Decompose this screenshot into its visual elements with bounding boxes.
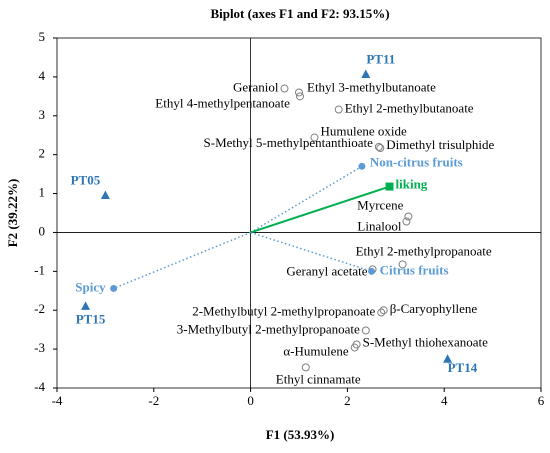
y-tick-label: 4: [39, 68, 46, 83]
vector-line: [113, 231, 251, 290]
variable-point: [280, 84, 289, 93]
point-label: PT14: [448, 360, 478, 375]
variable-point: [361, 326, 370, 335]
variable-point: [295, 88, 303, 97]
point-label: 2-Methylbutyl 2-methylpropanoate: [192, 304, 375, 319]
sample-point: [100, 190, 110, 199]
point-label: Dimethyl trisulphide: [386, 137, 494, 152]
variable-point: [398, 260, 407, 269]
variable-point: [402, 217, 411, 226]
point-label: Citrus fruits: [380, 262, 449, 277]
point-label: α-Humulene: [283, 344, 349, 359]
variable-point: [376, 144, 385, 153]
x-tick-label: 4: [441, 393, 448, 408]
point-label: Geranyl acetate: [286, 263, 367, 278]
x-tick-label: 6: [538, 393, 545, 408]
point-label: Geraniol: [233, 80, 279, 95]
variable-point: [377, 308, 386, 317]
y-tick-label: 1: [39, 185, 46, 200]
point-label: S-Methyl thiohexanoate: [363, 334, 489, 349]
sample-point: [361, 69, 371, 79]
point-label: PT05: [71, 172, 101, 187]
sample-point: [81, 301, 91, 310]
variable-point: [374, 142, 383, 151]
y-tick-label: -4: [34, 379, 45, 394]
point-label: Ethyl 3-methylbutanoate: [307, 79, 436, 94]
y-tick-label: -2: [34, 301, 45, 316]
variable-point: [352, 340, 361, 349]
point-label: Ethyl 4-methylpentanoate: [155, 95, 290, 110]
variable-point: [301, 363, 310, 372]
y-tick-label: -3: [34, 340, 45, 355]
point-label: Humulene oxide: [320, 124, 407, 139]
point-label: Ethyl cinnamate: [276, 371, 361, 386]
point-label: Non-citrus fruits: [370, 154, 463, 169]
vector-line: [250, 231, 372, 273]
y-axis-label: F2 (39.22%): [5, 179, 20, 248]
point-label: Ethyl 2-methylbutanoate: [345, 101, 474, 116]
x-axis-label: F1 (53.93%): [266, 427, 335, 442]
point-label: Ethyl 2-methylpropanoate: [356, 243, 492, 258]
liking-point: [385, 182, 394, 191]
point-label: Myrcene: [357, 197, 403, 212]
point-label: Spicy: [75, 279, 106, 294]
supplementary-point: [110, 284, 118, 292]
point-label: PT15: [76, 311, 106, 326]
plot-frame: [56, 37, 542, 389]
x-tick-label: -2: [148, 393, 159, 408]
supplementary-point: [368, 267, 376, 275]
supplementary-point: [358, 162, 366, 170]
variable-point: [379, 306, 388, 315]
variable-point: [404, 212, 413, 221]
point-label: S-Methyl 5-methylpentanthioate: [204, 135, 374, 150]
point-label: liking: [396, 177, 428, 192]
vector-line: [250, 165, 363, 234]
variable-point: [295, 92, 304, 101]
chart-title: Biplot (axes F1 and F2: 93.15%): [210, 6, 389, 21]
x-tick-label: 2: [344, 393, 351, 408]
sample-point: [443, 354, 453, 363]
point-label: PT11: [366, 52, 395, 67]
y-tick-label: 3: [39, 107, 46, 122]
y-tick-label: 5: [39, 29, 46, 44]
point-label: β-Caryophyllene: [390, 301, 478, 316]
vector-line: [250, 185, 390, 234]
variable-point: [334, 105, 343, 114]
y-tick-label: 2: [39, 146, 46, 161]
point-label: 3-Methylbutyl 2-methylpropanoate: [177, 321, 360, 336]
x-tick-label: -4: [52, 393, 63, 408]
x-tick-label: 0: [247, 393, 254, 408]
y-tick-label: -1: [34, 262, 45, 277]
y-tick-label: 0: [39, 223, 46, 238]
variable-point: [310, 133, 319, 142]
point-label: Linalool: [357, 219, 401, 234]
